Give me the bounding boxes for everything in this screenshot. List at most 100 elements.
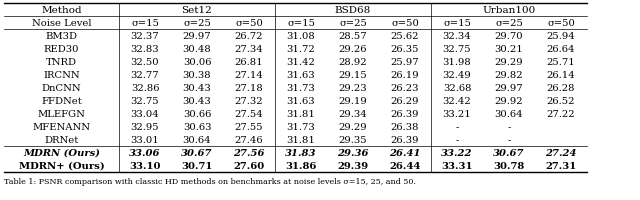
Text: MDRN (Ours): MDRN (Ours): [23, 148, 100, 157]
Text: 29.19: 29.19: [339, 97, 367, 105]
Text: 27.24: 27.24: [545, 148, 577, 157]
Text: 29.34: 29.34: [339, 109, 367, 118]
Text: 27.31: 27.31: [545, 161, 577, 170]
Text: MLEFGN: MLEFGN: [38, 109, 85, 118]
Text: 30.38: 30.38: [182, 71, 211, 80]
Text: 32.68: 32.68: [443, 84, 471, 93]
Text: σ=15: σ=15: [443, 19, 471, 28]
Text: 32.75: 32.75: [131, 97, 159, 105]
Text: 29.15: 29.15: [339, 71, 367, 80]
Text: 32.77: 32.77: [131, 71, 159, 80]
Text: 30.67: 30.67: [181, 148, 212, 157]
Text: 29.23: 29.23: [339, 84, 367, 93]
Text: -: -: [508, 122, 511, 131]
Text: 30.67: 30.67: [493, 148, 525, 157]
Text: 30.43: 30.43: [182, 97, 211, 105]
Text: DnCNN: DnCNN: [42, 84, 81, 93]
Text: 27.60: 27.60: [234, 161, 264, 170]
Text: MFENANN: MFENANN: [33, 122, 90, 131]
Text: 25.62: 25.62: [391, 32, 419, 41]
Text: 29.36: 29.36: [337, 148, 369, 157]
Text: 29.70: 29.70: [495, 32, 524, 41]
Text: 26.44: 26.44: [389, 161, 420, 170]
Text: 25.94: 25.94: [547, 32, 575, 41]
Text: 31.81: 31.81: [287, 109, 316, 118]
Text: 31.98: 31.98: [443, 58, 472, 67]
Text: 29.26: 29.26: [339, 45, 367, 54]
Text: FFDNet: FFDNet: [41, 97, 82, 105]
Text: 31.72: 31.72: [287, 45, 316, 54]
Text: 28.92: 28.92: [339, 58, 367, 67]
Text: 30.78: 30.78: [493, 161, 525, 170]
Text: BM3D: BM3D: [45, 32, 77, 41]
Text: 26.64: 26.64: [547, 45, 575, 54]
Text: 32.37: 32.37: [131, 32, 159, 41]
Text: BSD68: BSD68: [335, 6, 371, 15]
Text: 31.81: 31.81: [287, 135, 316, 144]
Text: 27.34: 27.34: [235, 45, 264, 54]
Text: 29.35: 29.35: [339, 135, 367, 144]
Text: σ=50: σ=50: [391, 19, 419, 28]
Text: 27.54: 27.54: [235, 109, 264, 118]
Text: σ=50: σ=50: [235, 19, 263, 28]
Text: 32.50: 32.50: [131, 58, 159, 67]
Text: 31.73: 31.73: [287, 84, 316, 93]
Text: 26.28: 26.28: [547, 84, 575, 93]
Text: 26.14: 26.14: [547, 71, 575, 80]
Text: σ=25: σ=25: [339, 19, 367, 28]
Text: 26.41: 26.41: [389, 148, 420, 157]
Text: 26.29: 26.29: [391, 97, 419, 105]
Text: IRCNN: IRCNN: [43, 71, 80, 80]
Text: σ=15: σ=15: [287, 19, 315, 28]
Text: 30.63: 30.63: [183, 122, 211, 131]
Text: 33.10: 33.10: [129, 161, 161, 170]
Text: -: -: [455, 135, 459, 144]
Text: 26.72: 26.72: [235, 32, 263, 41]
Text: 31.42: 31.42: [287, 58, 316, 67]
Text: Method: Method: [41, 6, 82, 15]
Text: σ=25: σ=25: [183, 19, 211, 28]
Text: 26.39: 26.39: [391, 109, 419, 118]
Text: -: -: [508, 135, 511, 144]
Text: 29.29: 29.29: [495, 58, 524, 67]
Text: 32.75: 32.75: [443, 45, 471, 54]
Text: 30.43: 30.43: [182, 84, 211, 93]
Text: DRNet: DRNet: [44, 135, 79, 144]
Text: Noise Level: Noise Level: [32, 19, 92, 28]
Text: 29.82: 29.82: [495, 71, 524, 80]
Text: 31.08: 31.08: [287, 32, 316, 41]
Text: 32.49: 32.49: [443, 71, 472, 80]
Text: 27.32: 27.32: [235, 97, 263, 105]
Text: 33.01: 33.01: [131, 135, 159, 144]
Text: 27.55: 27.55: [235, 122, 263, 131]
Text: 33.04: 33.04: [131, 109, 159, 118]
Text: 32.95: 32.95: [131, 122, 159, 131]
Text: 30.21: 30.21: [495, 45, 524, 54]
Text: 31.73: 31.73: [287, 122, 316, 131]
Text: 30.48: 30.48: [182, 45, 211, 54]
Text: 27.18: 27.18: [235, 84, 264, 93]
Text: 25.71: 25.71: [547, 58, 575, 67]
Text: 33.06: 33.06: [129, 148, 161, 157]
Text: 25.97: 25.97: [390, 58, 419, 67]
Text: 31.63: 31.63: [287, 97, 316, 105]
Text: 29.29: 29.29: [339, 122, 367, 131]
Text: 29.92: 29.92: [495, 97, 524, 105]
Text: 26.52: 26.52: [547, 97, 575, 105]
Text: 32.83: 32.83: [131, 45, 159, 54]
Text: 27.14: 27.14: [235, 71, 264, 80]
Text: 29.97: 29.97: [495, 84, 524, 93]
Text: 32.34: 32.34: [443, 32, 472, 41]
Text: 32.86: 32.86: [131, 84, 159, 93]
Text: TNRD: TNRD: [46, 58, 77, 67]
Text: 26.81: 26.81: [235, 58, 263, 67]
Text: 27.22: 27.22: [547, 109, 575, 118]
Text: 33.31: 33.31: [441, 161, 473, 170]
Text: 30.66: 30.66: [183, 109, 211, 118]
Text: 30.64: 30.64: [182, 135, 211, 144]
Text: -: -: [455, 122, 459, 131]
Text: 31.63: 31.63: [287, 71, 316, 80]
Text: 26.35: 26.35: [391, 45, 419, 54]
Text: 26.39: 26.39: [391, 135, 419, 144]
Text: Set12: Set12: [182, 6, 212, 15]
